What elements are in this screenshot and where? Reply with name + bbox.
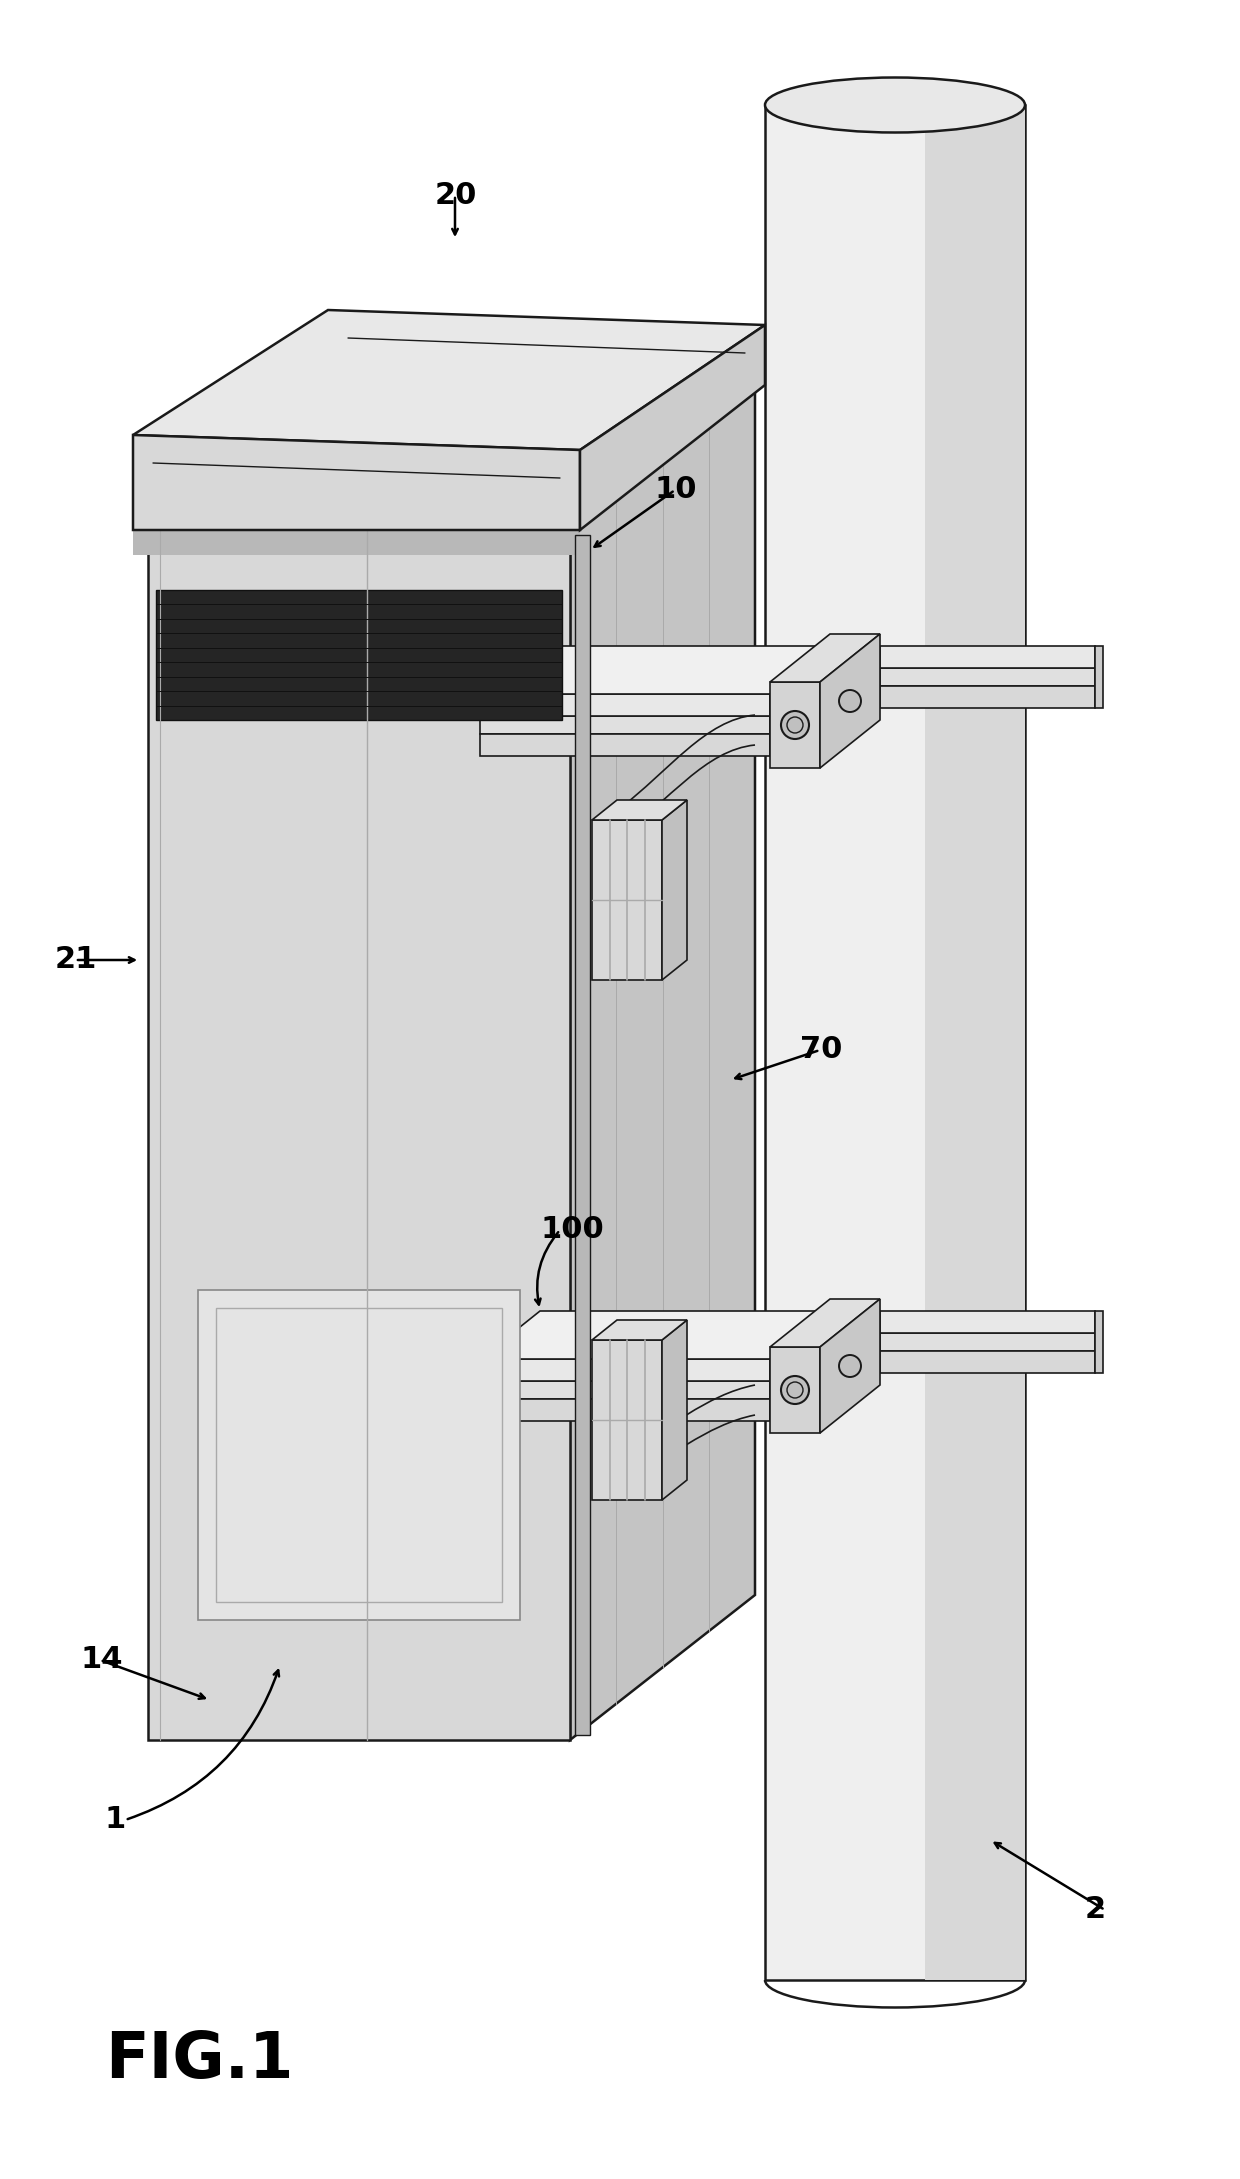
Polygon shape [133, 529, 580, 556]
Text: FIG.1: FIG.1 [105, 2029, 294, 2092]
Polygon shape [770, 682, 820, 767]
Text: 20: 20 [435, 181, 477, 209]
Text: 21: 21 [55, 946, 98, 974]
Polygon shape [480, 1312, 830, 1360]
Polygon shape [480, 734, 770, 756]
Polygon shape [662, 1320, 687, 1499]
Text: 2: 2 [1085, 1896, 1106, 1924]
Ellipse shape [781, 710, 808, 739]
Polygon shape [820, 634, 880, 767]
Polygon shape [880, 1334, 1095, 1351]
Polygon shape [880, 1312, 1095, 1334]
Polygon shape [480, 1399, 770, 1421]
Polygon shape [480, 717, 770, 734]
Polygon shape [662, 800, 687, 981]
Ellipse shape [765, 78, 1025, 133]
Polygon shape [575, 536, 590, 1734]
Polygon shape [880, 645, 1095, 669]
Text: 10: 10 [655, 475, 697, 506]
Polygon shape [580, 325, 765, 529]
Polygon shape [480, 693, 770, 717]
Polygon shape [770, 1347, 820, 1434]
Polygon shape [591, 1340, 662, 1499]
Ellipse shape [839, 1355, 861, 1377]
Ellipse shape [839, 691, 861, 713]
Polygon shape [880, 686, 1095, 708]
Polygon shape [591, 819, 662, 981]
Polygon shape [880, 1351, 1095, 1373]
Polygon shape [770, 634, 880, 682]
Polygon shape [133, 309, 765, 451]
Polygon shape [770, 1312, 830, 1421]
Polygon shape [148, 529, 570, 1741]
Polygon shape [1095, 1312, 1104, 1373]
Polygon shape [133, 436, 580, 529]
Ellipse shape [781, 1375, 808, 1403]
Text: 14: 14 [81, 1645, 123, 1673]
Polygon shape [480, 1360, 770, 1381]
Polygon shape [820, 1299, 880, 1434]
Polygon shape [1095, 645, 1104, 708]
Polygon shape [591, 800, 687, 819]
Polygon shape [198, 1290, 520, 1619]
Text: 70: 70 [800, 1035, 842, 1066]
Polygon shape [591, 1320, 687, 1340]
Polygon shape [480, 645, 830, 693]
Text: 1: 1 [105, 1806, 126, 1835]
Polygon shape [770, 1299, 880, 1347]
Polygon shape [765, 105, 1025, 1981]
Polygon shape [770, 645, 830, 756]
Polygon shape [480, 1381, 770, 1399]
Polygon shape [880, 669, 1095, 686]
Polygon shape [570, 386, 755, 1741]
Polygon shape [925, 105, 1025, 1981]
Polygon shape [156, 591, 562, 719]
Text: 100: 100 [539, 1216, 604, 1244]
